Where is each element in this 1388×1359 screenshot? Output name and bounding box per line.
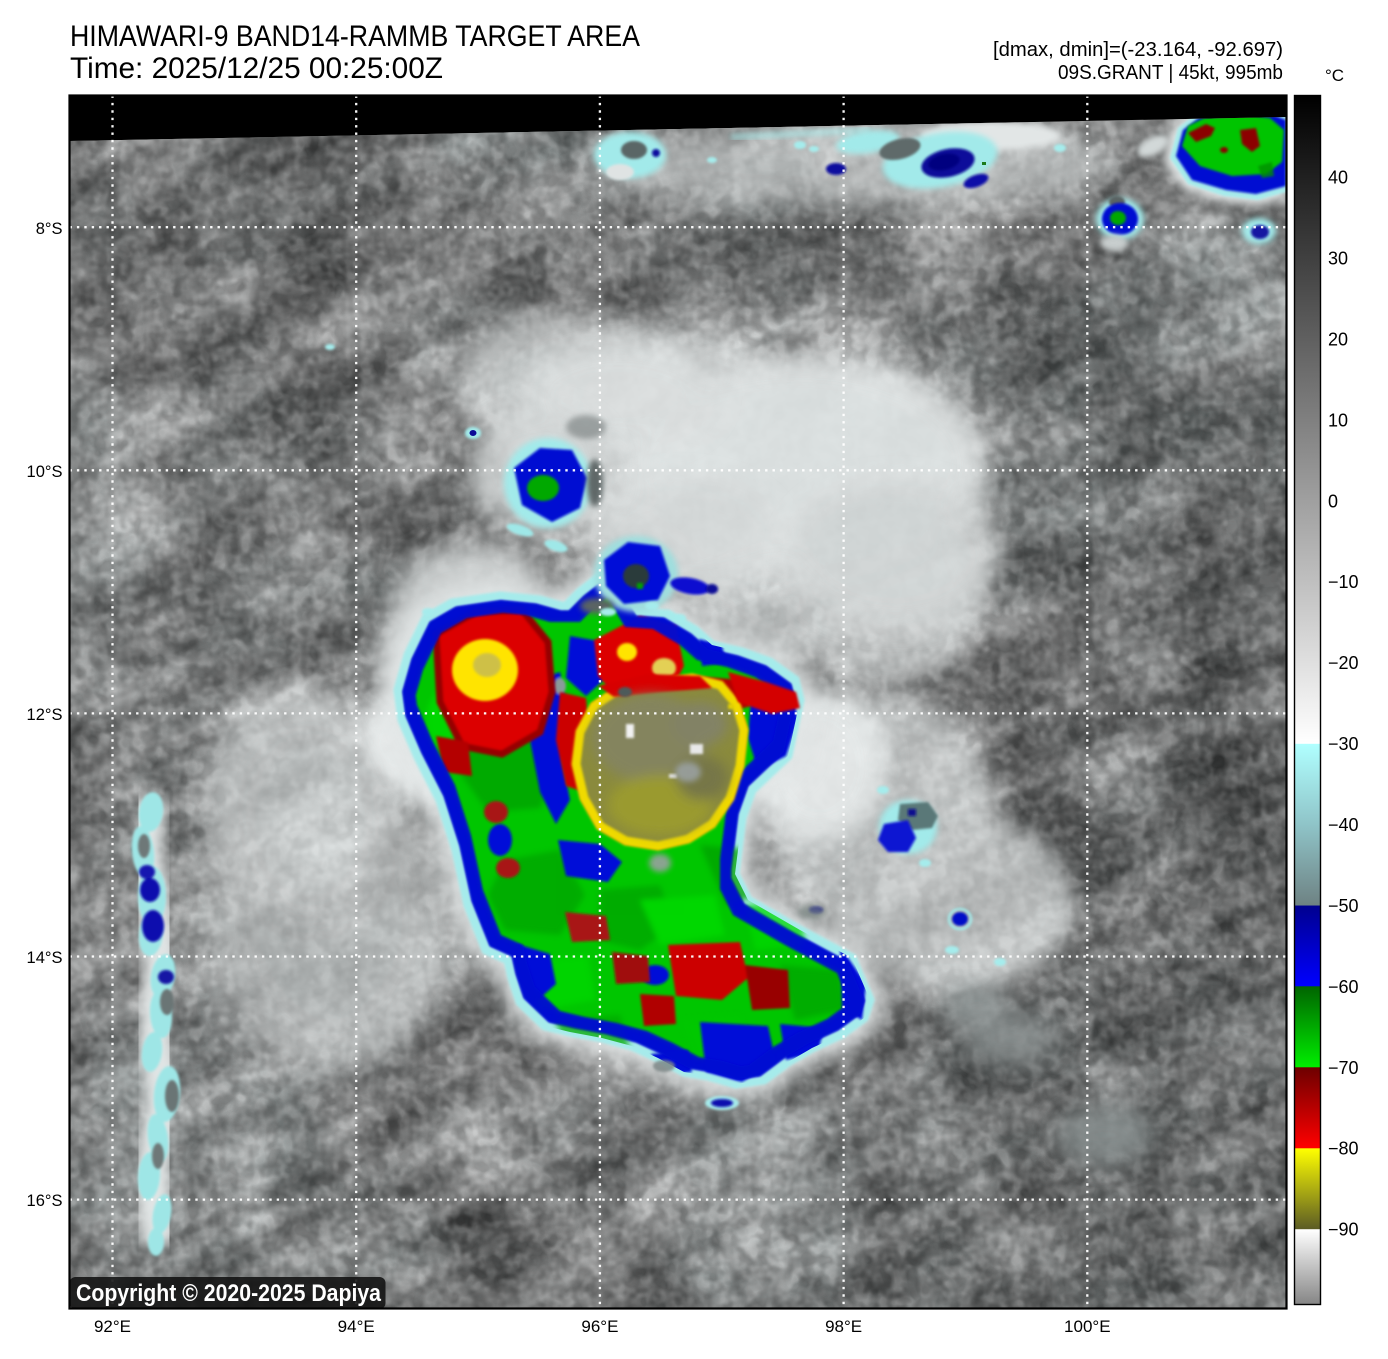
svg-text:94°E: 94°E [338,1317,375,1336]
svg-text:−50: −50 [1328,896,1359,916]
svg-text:14°S: 14°S [27,949,63,967]
svg-text:8°S: 8°S [36,220,63,238]
svg-text:96°E: 96°E [581,1317,618,1336]
svg-text:−80: −80 [1328,1139,1359,1159]
svg-text:40: 40 [1328,168,1348,188]
svg-text:100°E: 100°E [1064,1317,1111,1336]
svg-text:−30: −30 [1328,734,1359,754]
svg-text:−70: −70 [1328,1058,1359,1078]
svg-text:12°S: 12°S [27,706,63,724]
svg-text:°C: °C [1325,66,1344,85]
svg-text:HIMAWARI-9 BAND14-RAMMB TARGET: HIMAWARI-9 BAND14-RAMMB TARGET AREA [70,20,640,53]
svg-text:Copyright © 2020-2025 Dapiya: Copyright © 2020-2025 Dapiya [76,1280,382,1307]
svg-text:0: 0 [1328,491,1338,511]
svg-text:−20: −20 [1328,653,1359,673]
svg-text:−40: −40 [1328,815,1359,835]
svg-text:92°E: 92°E [94,1317,131,1336]
svg-text:10: 10 [1328,410,1348,430]
svg-text:−10: −10 [1328,572,1359,592]
svg-text:−90: −90 [1328,1220,1359,1240]
svg-text:Time: 2025/12/25 00:25:00Z: Time: 2025/12/25 00:25:00Z [70,52,443,85]
svg-text:09S.GRANT | 45kt, 995mb: 09S.GRANT | 45kt, 995mb [1058,62,1283,84]
svg-text:98°E: 98°E [825,1317,862,1336]
svg-text:10°S: 10°S [27,463,63,481]
svg-text:−60: −60 [1328,977,1359,997]
svg-text:[dmax, dmin]=(-23.164, -92.697: [dmax, dmin]=(-23.164, -92.697) [993,39,1283,61]
svg-text:30: 30 [1328,249,1348,269]
svg-text:20: 20 [1328,330,1348,350]
svg-text:16°S: 16°S [27,1192,63,1210]
